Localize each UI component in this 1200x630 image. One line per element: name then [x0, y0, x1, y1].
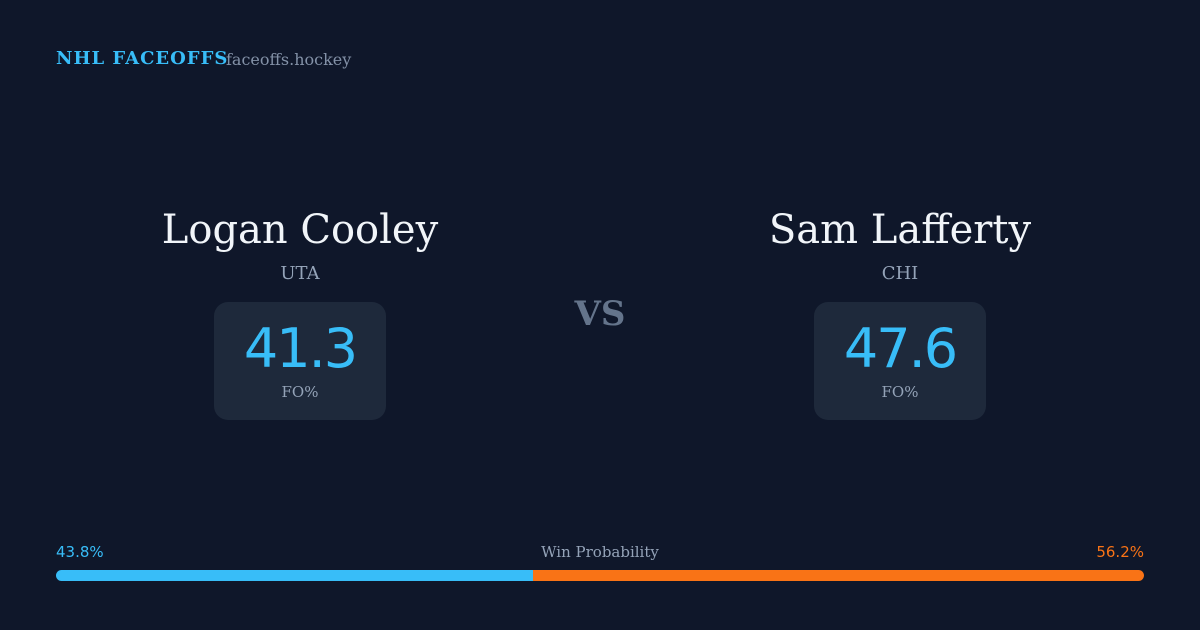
right-segment: [532, 570, 1144, 581]
left-segment: [56, 570, 533, 581]
player-name: Logan Cooley: [161, 207, 439, 253]
left-probability: 43.8%: [56, 543, 104, 561]
stat-box: 47.6 FO%: [813, 302, 987, 420]
player-name: Sam Lafferty: [768, 207, 1032, 253]
stat-value: 47.6: [843, 317, 958, 380]
right-probability: 56.2%: [1096, 543, 1144, 561]
stat-label: FO%: [881, 383, 919, 401]
probability-bar: [56, 570, 1144, 581]
player-card: Sam Lafferty CHI 47.6 FO%: [650, 200, 1150, 420]
brand: NHL FACEOFFS: [56, 48, 229, 69]
team: CHI: [881, 263, 919, 284]
stat-label: FO%: [281, 383, 319, 401]
versus: VS: [574, 294, 626, 334]
stat-value: 41.3: [243, 317, 358, 380]
team: UTA: [280, 263, 320, 284]
site-name: faceoffs.hockey: [226, 50, 352, 69]
probability-title: Win Probability: [541, 543, 659, 561]
player-card: Logan Cooley UTA 41.3 FO%: [50, 200, 550, 420]
stat-box: 41.3 FO%: [213, 302, 387, 420]
